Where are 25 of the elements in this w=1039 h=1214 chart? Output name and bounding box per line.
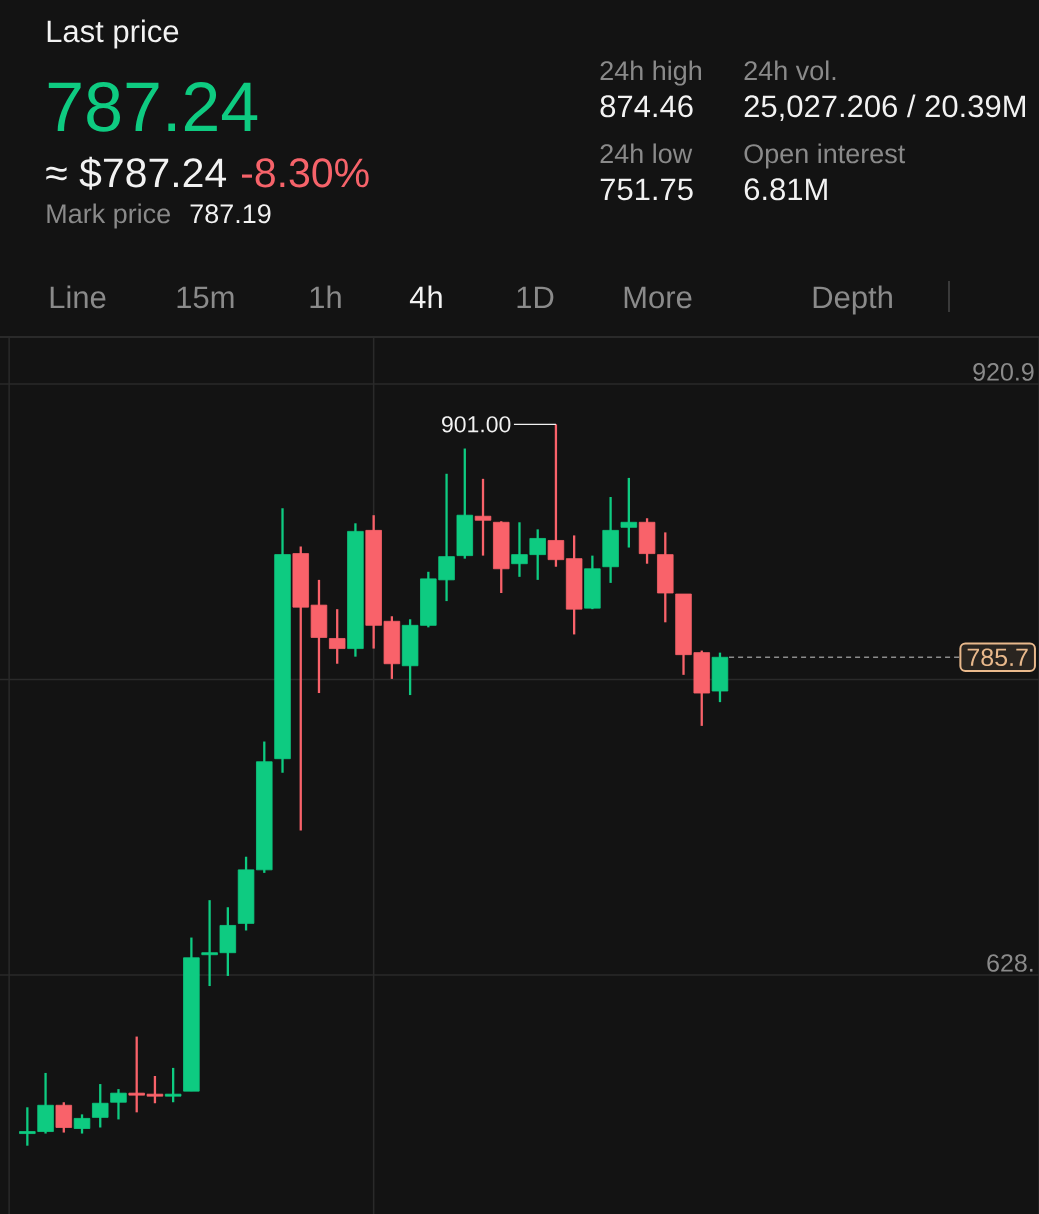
text: 787.24 bbox=[48, 82, 258, 132]
text: More bbox=[624, 286, 692, 309]
text: 24h low bbox=[600, 143, 693, 164]
text: Line bbox=[50, 285, 106, 309]
chart-title: Last price bbox=[47, 19, 179, 49]
text: 24h high bbox=[600, 60, 701, 86]
text: 25,027.206 / 20.39M bbox=[744, 94, 1025, 121]
text: Mark price bbox=[47, 203, 170, 229]
text: 1D bbox=[517, 286, 554, 308]
ref-line-label: 785.7 bbox=[967, 648, 1028, 667]
text: 751.75 bbox=[600, 178, 693, 201]
text: 874.46 bbox=[600, 95, 693, 118]
text: ≈ $787.24 bbox=[46, 156, 227, 190]
text: 24h vol. bbox=[744, 60, 836, 81]
text: 1h bbox=[310, 285, 341, 308]
text: 4h bbox=[409, 285, 442, 308]
annotation: 901.00 bbox=[442, 416, 511, 433]
text: Open interest bbox=[744, 143, 906, 169]
text: 6.81M bbox=[744, 178, 827, 201]
text: 787.19 bbox=[190, 204, 271, 224]
text: -8.30% bbox=[242, 158, 369, 188]
text: Depth bbox=[813, 285, 892, 315]
y-tick-label: 628. bbox=[987, 954, 1033, 972]
text: 15m bbox=[177, 286, 234, 309]
y-tick-label: 920.9 bbox=[973, 363, 1034, 381]
